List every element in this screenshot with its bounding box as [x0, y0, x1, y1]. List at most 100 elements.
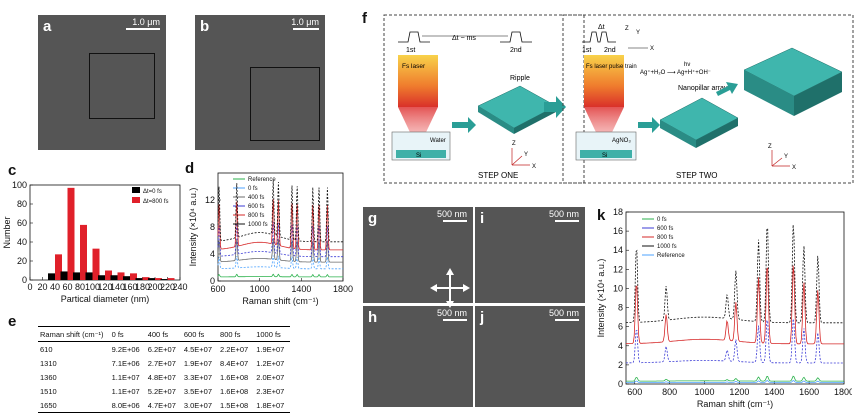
spectrum-line — [217, 180, 343, 243]
delay-label-step2: Δt — [598, 24, 605, 31]
histogram-bar — [110, 275, 118, 280]
scale-bar-a — [126, 28, 160, 30]
table-cell: 3.5E+07 — [183, 386, 213, 396]
x-tick-label-c: 40 — [50, 282, 60, 292]
y-tick-label-c: 20 — [17, 256, 27, 266]
process-arrow-1 — [452, 117, 476, 133]
spectrum-line — [626, 224, 844, 324]
histogram-bar — [98, 275, 105, 280]
spectrum-line — [217, 221, 343, 258]
legend-label-k: 800 fs — [657, 235, 673, 241]
process-arrow-2 — [638, 117, 660, 133]
raman-chart-d: 0 4 8 12 600 1000 1400 1800 Reference 0 fs 400 fs 6… — [188, 172, 353, 306]
scale-label-j: 500 nm — [548, 308, 579, 318]
y-tick-label-c: 60 — [17, 218, 27, 228]
laser-label-step2: Fs laser pulse train — [586, 64, 637, 70]
y-tick-label-k: 4 — [618, 341, 623, 351]
panel-label-a: a — [43, 18, 52, 35]
reaction-label: Ag⁺+H₂O ⟶ Ag+H⁺+OH⁻ — [640, 69, 711, 76]
y-tick-label-k: 0 — [618, 379, 623, 389]
table-header-cell: 1000 fs — [254, 326, 291, 342]
legend-swatch-c — [132, 197, 140, 203]
si-wafer-step1 — [396, 150, 446, 158]
spectrum-line — [626, 265, 844, 345]
nanopillar-array-large — [743, 47, 843, 116]
table-cell: 5.2E+07 — [147, 386, 176, 396]
step-two-caption: STEP TWO — [676, 171, 718, 180]
legend-label-d: 0 fs — [248, 186, 258, 192]
x-tick-label-k: 1600 — [799, 387, 819, 397]
pulse-1-step1 — [398, 31, 430, 43]
table-cell: 4.7E+07 — [145, 398, 182, 413]
sem-image-a: a 1.0 μm — [38, 15, 166, 150]
polarization-cross-icon — [430, 268, 470, 308]
laser-beam-step1 — [398, 55, 438, 107]
table-cell: 1.8E+07 — [254, 398, 291, 413]
table-cell: 3.3E+07 — [183, 372, 213, 382]
sem-image-b: b 1.0 μm — [195, 15, 325, 150]
scale-label-h: 500 nm — [436, 308, 467, 318]
table-row: 1510 1.1E+07 5.2E+07 3.5E+07 1.6E+08 2.3E+07 — [38, 384, 290, 398]
table-cell: 1.9E+07 — [256, 344, 285, 354]
plot-frame-k — [625, 211, 845, 385]
axis-x-step1: X — [532, 164, 536, 170]
scale-bar-b — [293, 28, 319, 30]
spectrum-line — [626, 380, 844, 383]
y-tick-label-k: 14 — [613, 245, 623, 255]
water-label-step1: Water — [430, 138, 446, 144]
legend-label-k: 1000 fs — [657, 244, 677, 250]
table-cell: 2.0E+07 — [256, 372, 285, 382]
legend-label-d: Reference — [248, 177, 276, 183]
histogram-bar — [60, 271, 68, 280]
legend-label-c: Δt=800 fs — [143, 199, 169, 205]
process-arrow-3 — [716, 82, 738, 96]
histogram-bar — [130, 273, 137, 280]
pulse1-label-step1: 1st — [406, 47, 415, 54]
table-cell: 1.6E+08 — [220, 386, 249, 396]
fabrication-schematic-f: 1st 2nd Δt ~ ms Fs laser Si Water Ripple… — [383, 14, 854, 184]
scale-label-a: 1.0 μm — [132, 17, 160, 27]
x-tick-label-d: 1800 — [333, 284, 353, 294]
spectrum-line — [626, 375, 844, 382]
nanopillar-array-small — [659, 97, 739, 148]
panel-label-c: c — [8, 162, 17, 179]
panel-label-f: f — [362, 10, 367, 27]
axis-z-step1: Z — [512, 141, 516, 147]
x-tick-label-c: 20 — [37, 282, 47, 292]
table-cell: 1.9E+07 — [183, 358, 213, 368]
x-tick-label-c: 160 — [122, 282, 137, 292]
x-axis-label-c: Partical diameter (nm) — [61, 294, 150, 304]
y-tick-label-k: 8 — [618, 303, 623, 313]
histogram-bar — [67, 187, 75, 280]
y-tick-label-k: 18 — [613, 207, 623, 217]
legend-label-d: 800 fs — [248, 213, 264, 219]
table-cell: 1360 — [40, 372, 57, 382]
table-cell: 1310 — [40, 358, 57, 368]
y-tick-label-d: 12 — [205, 195, 215, 205]
table-cell: 9.2E+06 — [111, 344, 140, 354]
table-cell: 1.6E+08 — [220, 372, 249, 382]
table-header-cell: Raman shift (cm⁻¹) — [38, 326, 110, 342]
table-header-cell: 400 fs — [145, 326, 182, 342]
x-tick-label-c: 60 — [62, 282, 72, 292]
scale-bar-g — [443, 220, 467, 222]
x-tick-label-k: 1400 — [764, 387, 784, 397]
table-cell: 2.3E+07 — [256, 386, 285, 396]
x-tick-label-d: 600 — [210, 284, 225, 294]
axis-z-step2: Z — [768, 144, 772, 150]
axis-y-step2: Y — [784, 154, 788, 160]
y-tick-label-k: 2 — [618, 360, 623, 370]
focus-cone-step2 — [584, 107, 624, 145]
legend-label-k: 0 fs — [657, 217, 667, 223]
table-cell: 1.2E+07 — [256, 358, 285, 368]
y-tick-label-k: 10 — [613, 283, 623, 293]
histogram-bar — [85, 272, 93, 280]
axis-y-step1: Y — [524, 152, 528, 158]
histogram-bar — [73, 272, 80, 280]
pulse2-label-step1: 2nd — [510, 47, 522, 54]
y-tick-label-c: 0 — [22, 275, 27, 285]
step-one-box — [383, 14, 585, 184]
y-tick-label-d: 4 — [210, 249, 215, 259]
histogram-bar — [80, 224, 87, 280]
